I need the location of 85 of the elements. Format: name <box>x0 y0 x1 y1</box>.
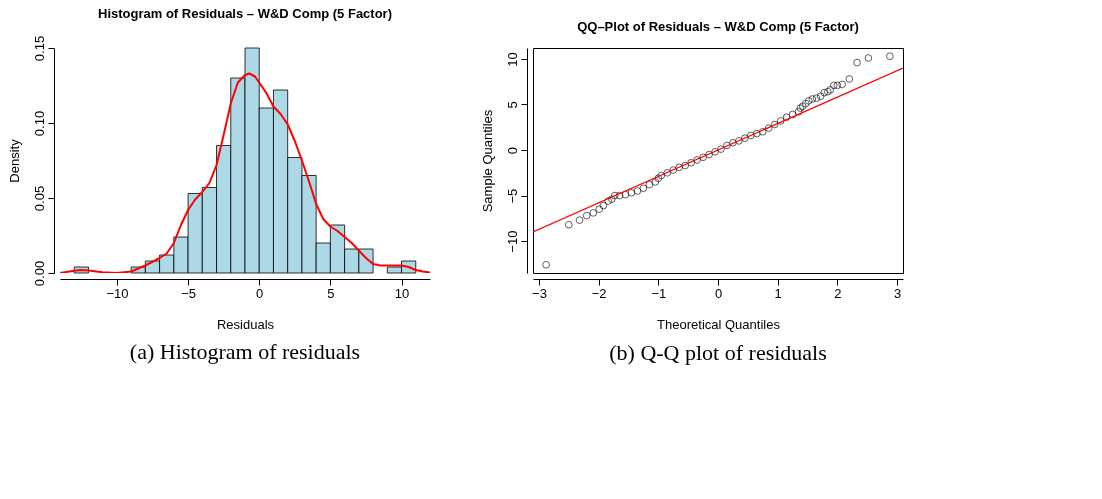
point <box>717 145 725 153</box>
point <box>657 171 666 180</box>
text: (a) Histogram of residuals <box>129 339 361 364</box>
point <box>864 54 873 62</box>
x-tick-label: 0 <box>714 285 723 301</box>
point <box>804 97 813 105</box>
x-tick-label: −3 <box>532 285 547 301</box>
text: (b) Q-Q plot of residuals <box>609 340 827 365</box>
point <box>654 174 663 183</box>
point <box>729 138 737 147</box>
point <box>808 95 817 103</box>
y-tick-label: 0 <box>504 146 520 155</box>
x-tick-label: 10 <box>394 285 410 301</box>
x-axis-title: Residuals <box>216 316 275 332</box>
point <box>735 137 743 145</box>
point <box>776 117 785 125</box>
point <box>595 205 604 214</box>
chart-title: QQ–Plot of Residuals – W&D Comp (5 Factor) <box>577 19 859 34</box>
point <box>681 161 689 170</box>
point <box>607 195 616 204</box>
point <box>833 81 842 90</box>
x-axis-title: Theoretical Quantiles <box>657 316 781 332</box>
x-tick-label: 5 <box>327 285 335 301</box>
chart-title: Histogram of Residuals – W&D Comp (5 Factor) <box>98 6 392 22</box>
x-tick-label: 2 <box>834 285 842 301</box>
y-tick-label: 0.10 <box>31 110 47 137</box>
point <box>663 169 672 177</box>
point <box>589 209 598 217</box>
point <box>741 134 749 142</box>
x-tick-label: −2 <box>591 285 607 301</box>
point <box>599 201 608 210</box>
line-series <box>60 72 430 273</box>
point <box>651 178 660 186</box>
point <box>829 81 838 90</box>
point <box>687 158 695 167</box>
point <box>565 220 573 229</box>
point <box>633 187 642 195</box>
point <box>788 110 797 119</box>
y-tick-label: 10 <box>504 52 520 67</box>
point <box>699 153 707 162</box>
point <box>794 107 803 116</box>
point <box>604 197 612 205</box>
point <box>705 150 713 159</box>
point <box>675 163 684 172</box>
point <box>820 88 829 97</box>
point <box>886 52 894 60</box>
x-tick-label: −1 <box>651 285 667 301</box>
point <box>801 99 810 108</box>
y-tick-label: −5 <box>504 188 520 204</box>
point <box>621 190 630 199</box>
y-tick-label: 5 <box>504 101 520 109</box>
x-tick-label: −5 <box>181 285 196 301</box>
point <box>816 92 825 101</box>
point <box>770 120 779 129</box>
y-axis-title: Sample Quantiles <box>479 109 495 213</box>
point <box>747 131 755 140</box>
point <box>575 216 584 224</box>
point <box>639 184 648 193</box>
point <box>582 211 591 220</box>
point <box>615 191 624 200</box>
point <box>645 180 654 189</box>
point <box>542 261 550 269</box>
x-tick-label: −10 <box>106 285 129 301</box>
point <box>693 156 701 164</box>
point <box>627 189 636 197</box>
point <box>853 58 861 67</box>
point <box>812 94 821 102</box>
y-axis-title: Density <box>6 138 22 183</box>
y-tick-label: 0.05 <box>31 185 47 212</box>
point <box>711 148 719 156</box>
point <box>610 191 619 200</box>
point <box>782 113 791 122</box>
point <box>758 128 767 136</box>
x-tick-label: 0 <box>256 285 264 301</box>
y-tick-label: 0.15 <box>31 35 47 62</box>
point <box>838 80 846 89</box>
point <box>845 75 854 83</box>
y-tick-label: 0.00 <box>31 260 47 287</box>
point <box>764 124 773 132</box>
x-tick-label: 3 <box>893 285 902 301</box>
x-tick-label: 1 <box>774 285 782 301</box>
point <box>723 141 731 150</box>
point <box>669 166 678 174</box>
point <box>752 129 761 138</box>
y-tick-label: −10 <box>504 230 520 253</box>
